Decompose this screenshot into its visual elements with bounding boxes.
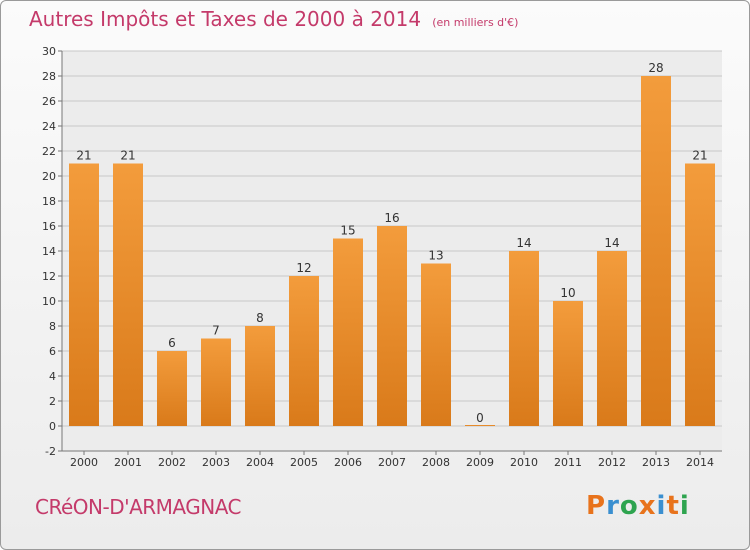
- x-tick-label-2001: 2001: [114, 456, 142, 469]
- bar-2009: [465, 425, 495, 426]
- x-tick-label-2008: 2008: [422, 456, 450, 469]
- bar-2005: [289, 276, 319, 426]
- x-tick-label-2012: 2012: [598, 456, 626, 469]
- y-tick-label: 24: [42, 120, 56, 133]
- x-tick-label-2007: 2007: [378, 456, 406, 469]
- value-label-2000: 21: [76, 149, 91, 163]
- x-tick-label-2013: 2013: [642, 456, 670, 469]
- bar-2000: [69, 163, 99, 426]
- bar-2010: [509, 251, 539, 426]
- y-tick-label: -2: [45, 445, 56, 458]
- value-label-2008: 13: [428, 249, 443, 263]
- y-tick-label: 28: [42, 70, 56, 83]
- y-tick-label: 2: [49, 395, 56, 408]
- x-tick-label-2006: 2006: [334, 456, 362, 469]
- value-label-2002: 6: [168, 336, 176, 350]
- value-label-2005: 12: [296, 261, 311, 275]
- y-tick-label: 12: [42, 270, 56, 283]
- value-label-2014: 21: [692, 149, 707, 163]
- title-row: Autres Impôts et Taxes de 2000 à 2014 (e…: [29, 7, 518, 31]
- y-tick-label: 6: [49, 345, 56, 358]
- x-tick-label-2000: 2000: [70, 456, 98, 469]
- y-tick-label: 10: [42, 295, 56, 308]
- x-tick-label-2010: 2010: [510, 456, 538, 469]
- logo-letter: r: [606, 491, 620, 521]
- x-tick-label-2004: 2004: [246, 456, 274, 469]
- value-label-2004: 8: [256, 311, 264, 325]
- bar-2007: [377, 226, 407, 426]
- commune-name: CRéON-D'ARMAGNAC: [35, 495, 242, 519]
- logo-letter: t: [666, 491, 680, 521]
- bar-2011: [553, 301, 583, 426]
- value-label-2010: 14: [516, 236, 531, 250]
- bar-2014: [685, 163, 715, 426]
- value-label-2012: 14: [604, 236, 619, 250]
- y-tick-label: 4: [49, 370, 56, 383]
- x-tick-label-2003: 2003: [202, 456, 230, 469]
- proxiti-logo: Proxiti: [586, 491, 690, 521]
- value-label-2003: 7: [212, 324, 220, 338]
- logo-letter: P: [586, 491, 607, 521]
- y-tick-label: 26: [42, 95, 56, 108]
- x-tick-label-2002: 2002: [158, 456, 186, 469]
- y-tick-label: 20: [42, 170, 56, 183]
- value-label-2013: 28: [648, 61, 663, 75]
- logo-letter: x: [638, 491, 657, 521]
- value-label-2006: 15: [340, 224, 355, 238]
- bar-2004: [245, 326, 275, 426]
- value-label-2001: 21: [120, 149, 135, 163]
- value-label-2011: 10: [560, 286, 575, 300]
- bar-2006: [333, 238, 363, 426]
- bar-2012: [597, 251, 627, 426]
- x-tick-label-2005: 2005: [290, 456, 318, 469]
- bar-2002: [157, 351, 187, 426]
- logo-letter: i: [656, 491, 667, 521]
- y-tick-label: 22: [42, 145, 56, 158]
- y-tick-label: 0: [49, 420, 56, 433]
- bar-2001: [113, 163, 143, 426]
- chart-title: Autres Impôts et Taxes de 2000 à 2014: [29, 7, 422, 31]
- value-label-2007: 16: [384, 211, 399, 225]
- chart-subtitle: (en milliers d'€): [432, 16, 519, 29]
- y-tick-label: 14: [42, 245, 56, 258]
- logo-letter: i: [679, 491, 690, 521]
- bar-2013: [641, 76, 671, 426]
- y-tick-label: 16: [42, 220, 56, 233]
- y-tick-label: 18: [42, 195, 56, 208]
- y-tick-label: 8: [49, 320, 56, 333]
- x-tick-label-2011: 2011: [554, 456, 582, 469]
- bar-2008: [421, 263, 451, 426]
- x-tick-label-2009: 2009: [466, 456, 494, 469]
- value-label-2009: 0: [476, 411, 484, 425]
- logo-letter: o: [619, 491, 639, 521]
- bar-2003: [201, 338, 231, 426]
- y-tick-label: 30: [42, 45, 56, 58]
- x-tick-label-2014: 2014: [686, 456, 714, 469]
